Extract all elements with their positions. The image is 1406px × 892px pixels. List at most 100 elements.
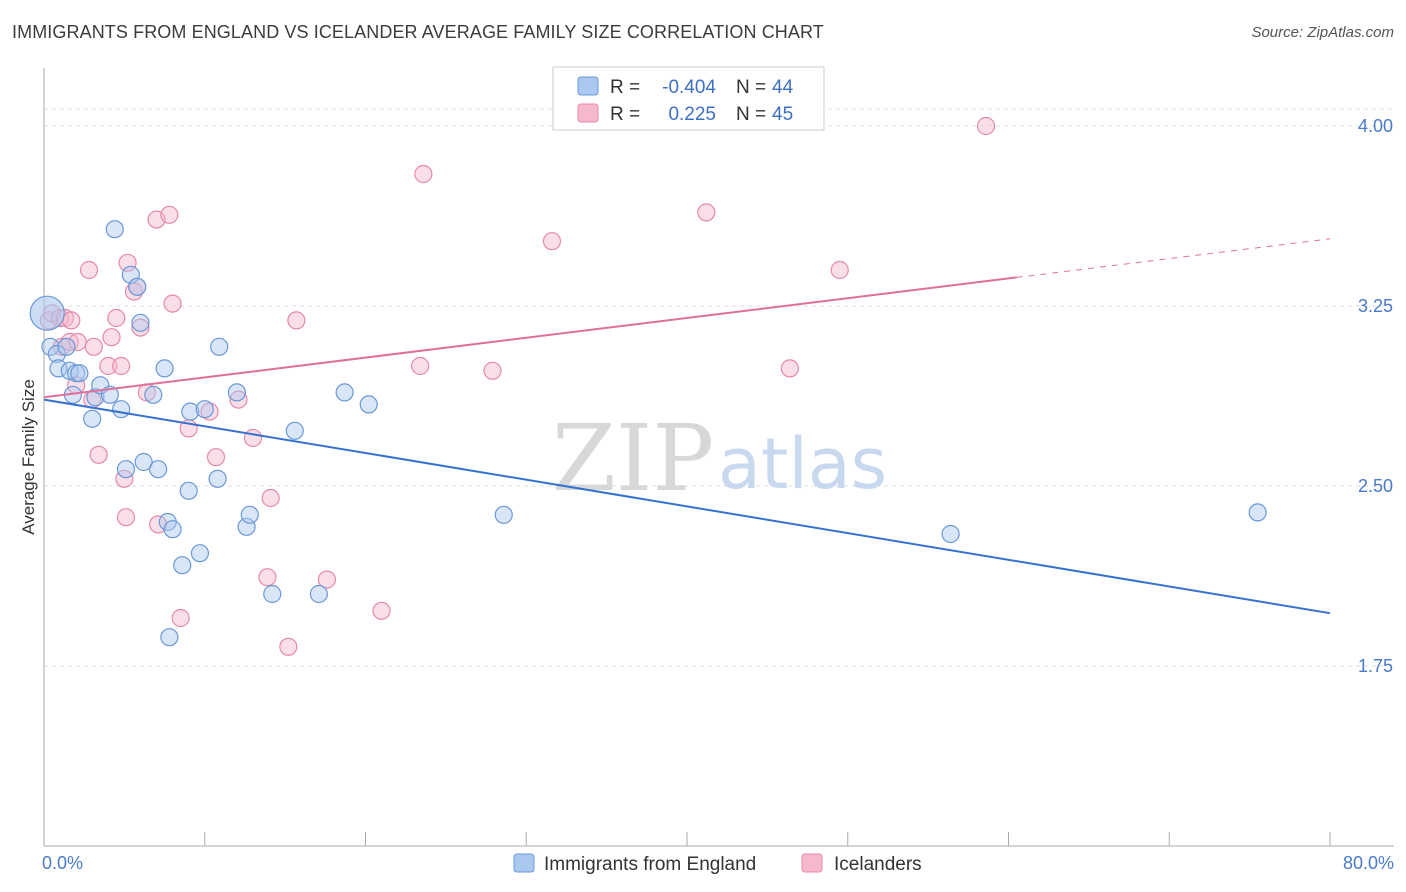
- legend-n-label-1: N =: [736, 77, 766, 98]
- icelander-point-18: [116, 508, 136, 527]
- y-tick-label-1: 2.50: [1358, 476, 1393, 496]
- icelander-point-34: [258, 568, 277, 587]
- x-tick-label-min: 0.0%: [42, 853, 83, 873]
- legend-swatch-blue: [577, 76, 599, 96]
- icelander-point-28: [171, 608, 190, 628]
- england-point-15: [116, 460, 136, 479]
- icelander-point-41: [414, 164, 433, 184]
- legend-r-label-1: R =: [610, 77, 640, 98]
- y-tick-label-0: 1.75: [1358, 656, 1393, 676]
- y-tick-label-2: 3.25: [1358, 296, 1393, 316]
- y-tick-label-3: 4.00: [1358, 116, 1393, 136]
- legend-r-label-2: R =: [610, 104, 640, 125]
- england-point-24: [160, 628, 179, 647]
- icelander-point-14: [102, 328, 121, 347]
- england-point-40: [359, 395, 378, 414]
- icelander-point-39: [372, 601, 391, 620]
- england-point-38: [309, 584, 328, 604]
- icelander-point-12: [89, 445, 108, 464]
- icelander-point-36: [279, 637, 298, 656]
- icelanders-points: [39, 116, 996, 656]
- trend-line-0: [43, 398, 1331, 615]
- england-point-0: [29, 295, 65, 331]
- icelander-point-32: [229, 390, 248, 409]
- icelander-point-26: [160, 205, 179, 224]
- y-tick-labels: 1.75 2.50 3.25 4.00: [1358, 116, 1393, 676]
- england-point-34: [237, 517, 256, 536]
- icelander-point-9: [79, 260, 99, 280]
- england-point-17: [128, 277, 147, 296]
- icelander-point-33: [243, 428, 263, 448]
- england-point-9: [83, 409, 102, 428]
- icelander-point-42: [483, 361, 502, 380]
- watermark-zip: ZIP: [552, 405, 714, 512]
- icelander-point-30: [200, 402, 219, 421]
- trend-lines: [43, 238, 1331, 615]
- england-point-27: [179, 481, 198, 500]
- england-point-20: [144, 385, 163, 404]
- icelander-point-13: [99, 356, 118, 376]
- y-axis-label: Average Family Size: [19, 379, 38, 535]
- england-points: [29, 220, 1267, 647]
- england-point-36: [263, 584, 282, 604]
- england-point-43: [1248, 503, 1267, 522]
- england-point-30: [195, 400, 214, 419]
- legend-n-value-1: 44: [772, 77, 794, 98]
- icelander-point-35: [261, 488, 280, 508]
- watermark-atlas: atlas: [718, 423, 887, 505]
- series-legend-swatch-icelanders: [801, 853, 823, 873]
- england-point-25: [163, 520, 182, 539]
- series-legend-label-england: Immigrants from England: [544, 854, 756, 875]
- series-legend-swatch-england: [513, 853, 535, 873]
- england-point-26: [173, 556, 192, 575]
- legend-n-value-2: 45: [772, 104, 793, 125]
- icelander-point-15: [107, 308, 126, 328]
- england-point-13: [105, 220, 124, 239]
- icelander-point-43: [542, 232, 562, 251]
- england-point-28: [181, 402, 200, 421]
- england-point-8: [70, 364, 89, 383]
- england-point-2: [47, 344, 66, 364]
- legend-n-label-2: N =: [736, 104, 766, 125]
- icelander-point-40: [411, 356, 430, 376]
- gridlines: [44, 108, 1394, 667]
- england-point-29: [190, 544, 210, 563]
- icelander-point-37: [287, 311, 306, 330]
- england-point-1: [41, 337, 60, 356]
- icelander-point-27: [163, 294, 182, 313]
- x-axis-ticks: [43, 832, 1331, 846]
- icelander-point-45: [830, 260, 849, 280]
- england-point-19: [134, 452, 153, 472]
- england-point-42: [941, 524, 960, 544]
- england-point-31: [208, 469, 227, 488]
- england-point-4: [57, 337, 76, 356]
- icelander-point-22: [131, 318, 150, 337]
- icelander-point-38: [317, 570, 337, 589]
- x-tick-label-max: 80.0%: [1343, 853, 1394, 873]
- series-legend-label-icelanders: Icelanders: [834, 854, 922, 875]
- icelander-point-16: [112, 356, 131, 376]
- england-point-39: [335, 383, 354, 402]
- icelander-point-6: [62, 311, 81, 330]
- england-point-10: [86, 388, 105, 407]
- england-point-22: [155, 359, 174, 378]
- england-point-3: [49, 359, 68, 378]
- series-legend: Immigrants from England Icelanders: [513, 853, 922, 875]
- chart-title: IMMIGRANTS FROM ENGLAND VS ICELANDER AVE…: [12, 22, 824, 42]
- source-credit: Source: ZipAtlas.com: [1251, 24, 1394, 41]
- correlation-legend: R = -0.404 N = 44 R = 0.225 N = 45: [552, 66, 825, 131]
- icelander-point-19: [118, 253, 137, 272]
- trend-line-1: [43, 276, 1017, 399]
- england-point-37: [285, 421, 304, 440]
- icelander-point-46: [976, 116, 996, 136]
- legend-r-value-2: 0.225: [668, 104, 716, 125]
- england-point-14: [112, 400, 131, 419]
- icelander-point-31: [206, 448, 226, 467]
- legend-swatch-pink: [577, 103, 599, 123]
- icelander-point-11: [84, 337, 103, 356]
- england-point-21: [149, 460, 168, 479]
- trend-line-extension-1: [1016, 238, 1331, 278]
- england-point-18: [131, 313, 150, 332]
- legend-r-value-1: -0.404: [662, 77, 716, 98]
